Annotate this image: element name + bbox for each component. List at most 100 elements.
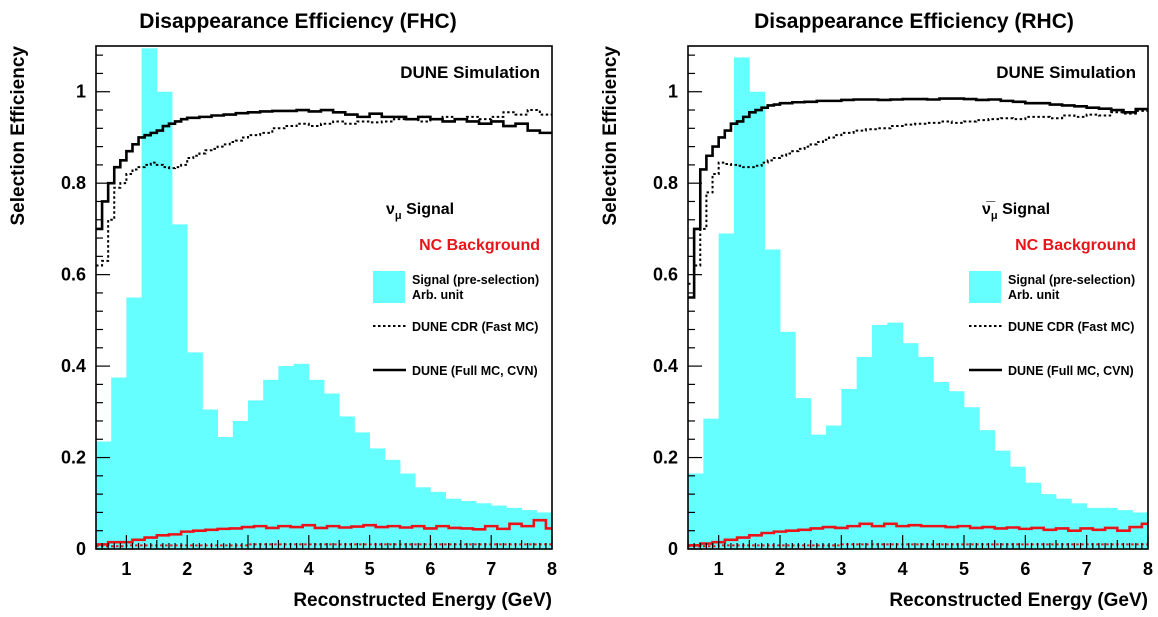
histogram-bar	[400, 473, 416, 549]
chart-panel-rhc: Disappearance Efficiency (RHC) 1 2 3 4 5 6 7 8 0 0…	[600, 10, 1153, 611]
histogram-bar	[933, 382, 950, 549]
x-tick-label: 3	[243, 559, 253, 579]
x-axis-label: Reconstructed Energy (GeV)	[889, 590, 1148, 611]
y-tick-label: 0	[76, 539, 86, 559]
signal-cdr-dotted-line	[688, 109, 1148, 285]
histogram-bar	[263, 379, 279, 549]
histogram-bar	[764, 249, 781, 549]
histogram-bar	[1086, 507, 1103, 549]
legend-histogram-label: Signal (pre-selection)	[1008, 273, 1135, 287]
muon-subscript: μ	[395, 210, 402, 222]
signal-full-mc-solid-line	[688, 97, 1148, 299]
chart-title: Disappearance Efficiency (FHC)	[139, 10, 456, 33]
chart-panel-fhc: Disappearance Efficiency (FHC) 1 2 3 4 5 6 7 8 0 0…	[8, 10, 557, 611]
histogram-bar	[187, 352, 203, 549]
histogram-bar	[354, 432, 370, 549]
y-tick-label: 0.8	[61, 173, 86, 193]
histogram-bar	[324, 393, 340, 549]
histogram-bar	[96, 441, 112, 549]
histogram-bar	[491, 505, 507, 549]
legend-histogram-sublabel: Arb. unit	[1008, 288, 1060, 302]
histogram-bar	[369, 448, 386, 549]
muon-subscript: μ	[991, 210, 998, 222]
dune-simulation-label: DUNE Simulation	[400, 63, 540, 82]
y-tick-label: 0	[668, 539, 678, 559]
histogram-bar	[918, 356, 934, 549]
legend-signal-label: νμ Signal	[386, 201, 454, 222]
chart-title: Disappearance Efficiency (RHC)	[754, 10, 1074, 33]
histogram-bar	[810, 434, 827, 549]
histogram-bar	[948, 391, 965, 549]
x-tick-label: 4	[898, 559, 908, 579]
signal-suffix: Signal	[998, 201, 1050, 218]
neutrino-symbol: ν	[386, 201, 395, 218]
histogram-bar	[217, 436, 234, 549]
legend-nc-background-label: NC Background	[1015, 237, 1136, 254]
histogram-bar	[293, 363, 310, 549]
background-full-mc-solid-line	[688, 522, 1148, 547]
signal-cdr-dotted-line	[96, 109, 552, 267]
histogram-bar	[734, 57, 750, 549]
y-tick-label: 0.8	[653, 173, 678, 193]
x-tick-label: 8	[1143, 559, 1153, 579]
x-tick-label: 3	[836, 559, 846, 579]
legend-histogram-swatch	[969, 271, 1001, 303]
plot-frame	[95, 45, 553, 550]
y-tick-label: 0.2	[653, 448, 678, 468]
histogram-bar	[278, 366, 294, 549]
histogram-bar	[415, 487, 431, 549]
legend-histogram-label: Signal (pre-selection)	[412, 273, 539, 287]
histogram-bar	[856, 356, 873, 549]
x-tick-label: 4	[304, 559, 314, 579]
x-tick-label: 2	[182, 559, 192, 579]
histogram-bar	[460, 500, 477, 549]
histogram-bar	[1071, 503, 1088, 549]
histogram-bar	[248, 400, 264, 549]
legend-solid-label: DUNE (Full MC, CVN)	[1008, 364, 1134, 378]
histogram-bar	[780, 331, 796, 549]
histogram-bar	[718, 233, 735, 549]
histogram-bar	[445, 498, 462, 549]
histogram-bar	[111, 377, 127, 549]
x-tick-label: 5	[959, 559, 969, 579]
x-tick-label: 2	[775, 559, 785, 579]
histogram-bar	[841, 388, 858, 549]
plot-frame	[687, 45, 1149, 550]
x-tick-label: 6	[425, 559, 435, 579]
y-tick-label: 0.6	[653, 265, 678, 285]
y-tick-label: 0.4	[61, 356, 86, 376]
y-tick-label: 1	[76, 82, 86, 102]
legend-dotted-label: DUNE CDR (Fast MC)	[412, 320, 538, 334]
histogram-bar	[126, 297, 142, 549]
histogram-bar	[964, 407, 980, 549]
histogram-bar	[521, 510, 538, 549]
x-tick-label: 6	[1020, 559, 1030, 579]
histogram-bar	[384, 459, 401, 549]
x-tick-label: 7	[486, 559, 496, 579]
histogram-bar	[339, 416, 355, 549]
dune-simulation-label: DUNE Simulation	[996, 63, 1136, 82]
histogram-bar	[979, 430, 996, 549]
histogram-bar	[1056, 498, 1072, 549]
histogram-bar	[688, 473, 704, 549]
y-tick-label: 0.6	[61, 265, 86, 285]
histogram-bar	[749, 91, 766, 550]
signal-suffix: Signal	[402, 201, 454, 218]
legend-solid-label: DUNE (Full MC, CVN)	[412, 364, 538, 378]
y-tick-label: 0.2	[61, 448, 86, 468]
histogram-bar	[826, 425, 842, 549]
x-tick-label: 1	[714, 559, 724, 579]
histogram-bar	[1025, 482, 1042, 549]
histogram-bar	[703, 418, 720, 549]
histogram-bar	[536, 512, 553, 549]
histogram-bar	[994, 450, 1011, 549]
x-tick-label: 5	[365, 559, 375, 579]
y-axis-label: Selection Efficiency	[8, 46, 29, 226]
histogram-bar	[872, 324, 888, 549]
x-tick-label: 8	[547, 559, 557, 579]
histogram-bar	[1010, 466, 1026, 549]
histogram-bar	[902, 343, 919, 549]
legend-histogram-swatch	[373, 271, 405, 303]
